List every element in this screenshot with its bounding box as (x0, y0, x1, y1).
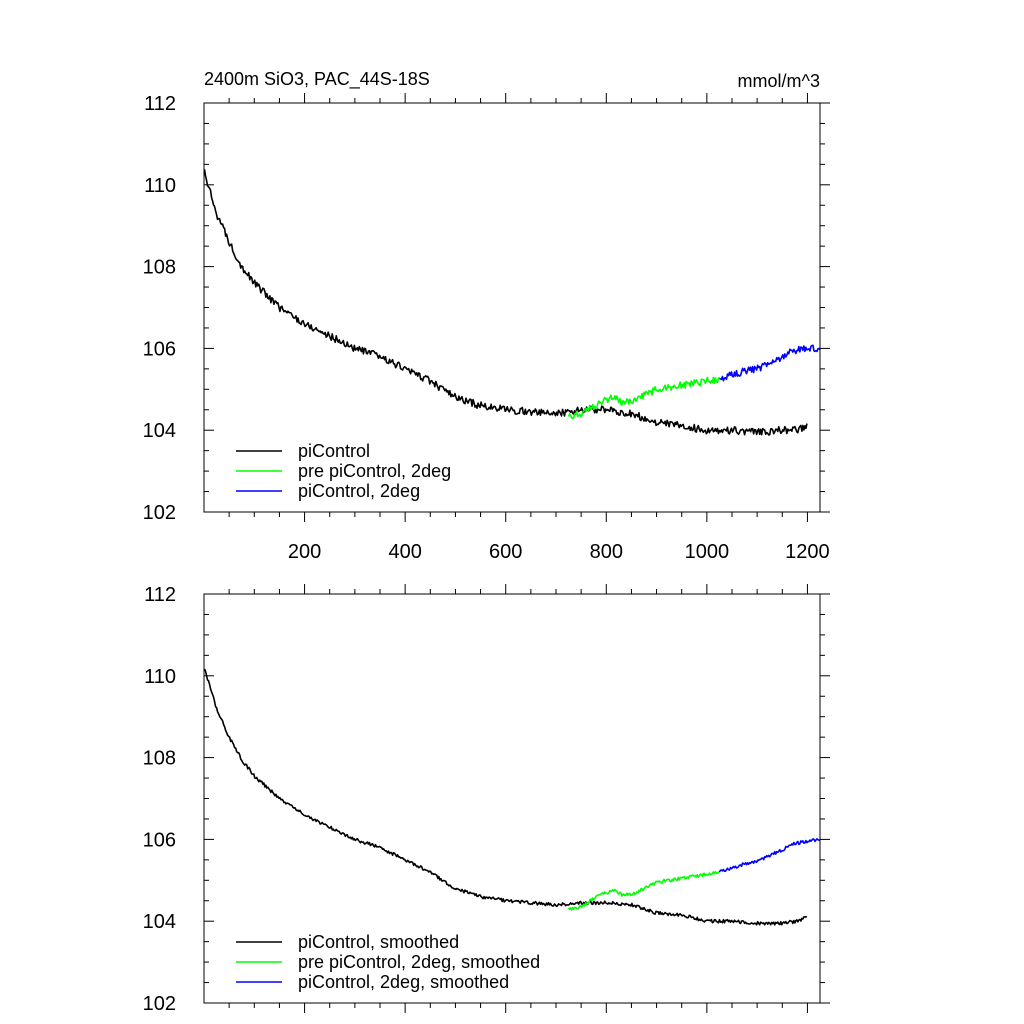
y-tick-label: 108 (143, 257, 176, 279)
axis-ticks (204, 584, 830, 1013)
axis-labels: 102 104 106 108 110 112 (143, 584, 176, 1015)
y-tick-label: 104 (143, 420, 176, 442)
top-panel: 2400m SiO3, PAC_44S-18S mmol/m^3 1021041… (143, 69, 830, 563)
legend-label: pre piControl, 2deg, smoothed (298, 952, 540, 972)
y-tick-label: 112 (144, 584, 176, 606)
x-tick-label: 200 (288, 541, 321, 563)
y-tick-label: 106 (143, 829, 176, 851)
y-tick-label: 102 (143, 993, 176, 1015)
series-line-2 (718, 838, 821, 873)
y-tick-label: 110 (144, 175, 176, 197)
x-tick-label: 800 (590, 541, 623, 563)
y-tick-label: 110 (144, 666, 176, 688)
series-line-1 (567, 871, 720, 911)
plot-frame (203, 593, 821, 1004)
axis-labels: 102 104 106 108 110 112 200 400 600 800 1000 1200 (143, 93, 830, 563)
x-tick-label: 1200 (785, 541, 830, 563)
plot-frame (203, 102, 821, 513)
bottom-panel: 102 104 106 108 110 112 piControl, smoothedpr… (143, 584, 830, 1015)
units-label: mmol/m^3 (738, 71, 820, 91)
y-tick-label: 104 (143, 911, 176, 933)
legend-label: piControl (298, 441, 370, 461)
legend-label: piControl, smoothed (298, 932, 459, 952)
legend-label: pre piControl, 2deg (298, 461, 451, 481)
chart-title: 2400m SiO3, PAC_44S-18S (204, 69, 430, 90)
plot-lines (203, 668, 821, 926)
x-tick-label: 600 (489, 541, 522, 563)
x-tick-label: 1000 (685, 541, 730, 563)
series-line-0 (203, 169, 808, 436)
y-tick-label: 108 (143, 748, 176, 770)
plot-lines (203, 169, 821, 436)
series-line-0 (203, 668, 808, 926)
y-tick-label: 106 (143, 338, 176, 360)
y-tick-label: 112 (144, 93, 176, 115)
series-line-1 (567, 376, 721, 420)
y-tick-label: 102 (143, 502, 176, 524)
legend-label: piControl, 2deg, smoothed (298, 972, 509, 992)
series-line-2 (719, 344, 821, 382)
axis-ticks (204, 93, 830, 522)
legend-label: piControl, 2deg (298, 481, 420, 501)
x-tick-label: 400 (388, 541, 421, 563)
